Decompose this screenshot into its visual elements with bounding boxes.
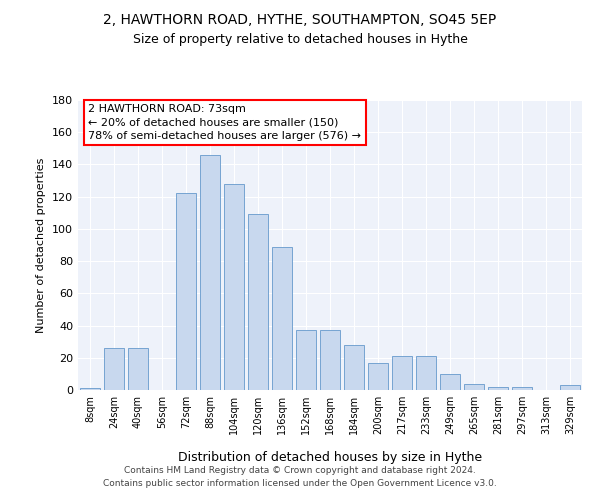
Bar <box>344 345 364 390</box>
Bar <box>176 194 196 390</box>
Bar <box>440 374 460 390</box>
Bar <box>272 246 292 390</box>
Text: Distribution of detached houses by size in Hythe: Distribution of detached houses by size … <box>178 451 482 464</box>
Bar <box>224 184 244 390</box>
Text: Size of property relative to detached houses in Hythe: Size of property relative to detached ho… <box>133 32 467 46</box>
Bar <box>128 348 148 390</box>
Bar <box>560 385 580 390</box>
Bar <box>248 214 268 390</box>
Text: 2 HAWTHORN ROAD: 73sqm
← 20% of detached houses are smaller (150)
78% of semi-de: 2 HAWTHORN ROAD: 73sqm ← 20% of detached… <box>88 104 361 141</box>
Bar <box>200 155 220 390</box>
Bar <box>392 356 412 390</box>
Bar <box>296 330 316 390</box>
Bar <box>512 387 532 390</box>
Bar <box>80 388 100 390</box>
Text: 2, HAWTHORN ROAD, HYTHE, SOUTHAMPTON, SO45 5EP: 2, HAWTHORN ROAD, HYTHE, SOUTHAMPTON, SO… <box>103 12 497 26</box>
Bar <box>368 362 388 390</box>
Bar <box>488 387 508 390</box>
Bar <box>464 384 484 390</box>
Y-axis label: Number of detached properties: Number of detached properties <box>37 158 46 332</box>
Bar <box>320 330 340 390</box>
Bar <box>416 356 436 390</box>
Bar <box>104 348 124 390</box>
Text: Contains HM Land Registry data © Crown copyright and database right 2024.
Contai: Contains HM Land Registry data © Crown c… <box>103 466 497 487</box>
